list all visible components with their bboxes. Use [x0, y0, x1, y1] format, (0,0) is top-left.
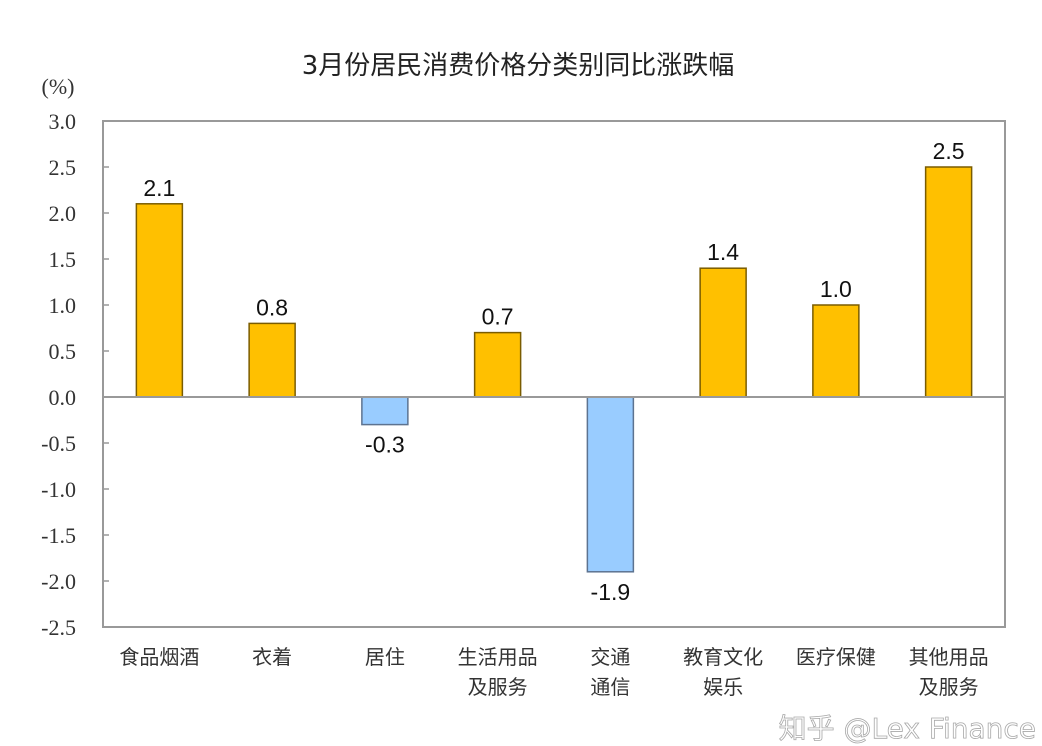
- watermark: 知乎 @Lex Finance: [779, 712, 1036, 745]
- bar: [248, 322, 296, 398]
- bar: [812, 304, 860, 398]
- x-category-label: 其他用品: [909, 645, 989, 669]
- y-tick-label: 2.5: [49, 155, 77, 180]
- bar: [473, 331, 522, 398]
- data-label: 0.8: [256, 294, 288, 320]
- x-category-label: 食品烟酒: [119, 645, 199, 669]
- data-label: 2.5: [933, 138, 965, 164]
- chart-title: 3月份居民消费价格分类别同比涨跌幅: [302, 51, 735, 81]
- y-tick-label: -1.0: [41, 477, 76, 502]
- x-category-label: 及服务: [468, 675, 528, 699]
- y-tick-label: 1.0: [49, 293, 77, 318]
- y-tick-label: -0.5: [41, 431, 76, 456]
- y-tick-label: 0.0: [49, 385, 77, 410]
- x-category-label: 生活用品: [458, 645, 538, 669]
- data-label: 0.7: [482, 304, 514, 330]
- x-category-label: 居住: [365, 645, 405, 669]
- y-tick-label: -2.5: [41, 615, 76, 640]
- bar: [699, 267, 747, 398]
- plot-frame: [102, 120, 1006, 628]
- x-category-label: 通信: [590, 675, 630, 699]
- y-tick-label: 3.0: [49, 109, 77, 134]
- y-tick-label: 0.5: [49, 339, 77, 364]
- x-category-label: 教育文化: [683, 645, 763, 669]
- bar: [135, 203, 184, 398]
- bar: [586, 396, 635, 573]
- data-label: -0.3: [365, 432, 405, 458]
- y-tick-label: -2.0: [41, 569, 76, 594]
- y-tick-label: 1.5: [49, 247, 77, 272]
- data-label: 1.0: [820, 276, 852, 302]
- data-label: 1.4: [707, 239, 739, 265]
- x-category-label: 娱乐: [703, 675, 743, 699]
- bar: [361, 396, 409, 426]
- x-category-label: 及服务: [919, 675, 979, 699]
- y-axis-unit: (%): [42, 74, 75, 99]
- x-category-label: 交通: [590, 645, 630, 669]
- data-label: 2.1: [143, 175, 175, 201]
- data-label: -1.9: [591, 579, 631, 605]
- x-category-label: 医疗保健: [796, 645, 876, 669]
- y-tick-label: -1.5: [41, 523, 76, 548]
- x-category-label: 衣着: [252, 645, 292, 669]
- y-tick-label: 2.0: [49, 201, 77, 226]
- bar: [924, 166, 973, 398]
